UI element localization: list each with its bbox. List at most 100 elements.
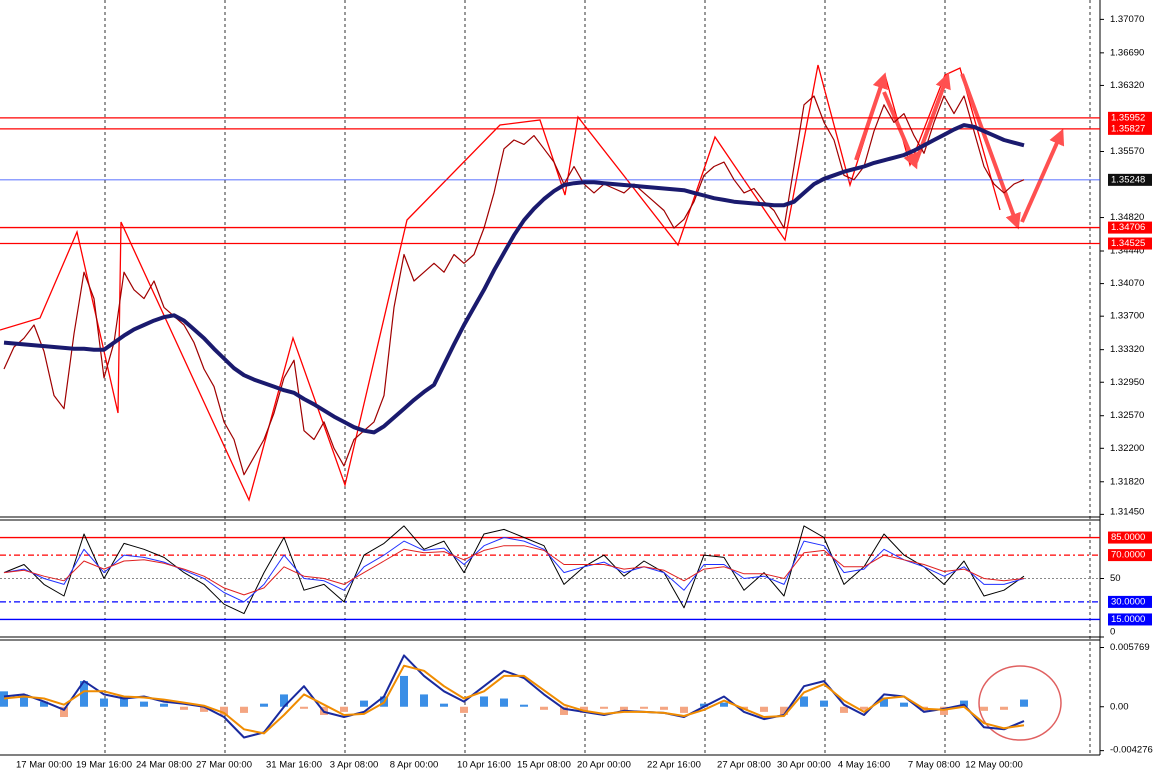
histogram-bar	[220, 706, 228, 715]
histogram-bar	[20, 694, 28, 707]
histogram-bar	[280, 694, 288, 707]
histogram-bar	[800, 696, 808, 707]
level-label-box	[1108, 221, 1152, 234]
x-tick-label: 19 Mar 16:00	[76, 760, 132, 771]
histogram-bar	[900, 702, 908, 707]
histogram-bar	[40, 701, 48, 707]
histogram-bar	[420, 694, 428, 707]
level-label: 1.34706	[1111, 222, 1145, 233]
series-line	[3, 525, 1025, 615]
zigzag	[0, 64, 1001, 502]
level-label: 15.0000	[1111, 614, 1145, 625]
level-label: 70.0000	[1111, 550, 1145, 561]
x-tick-label: 4 May 16:00	[838, 760, 890, 771]
x-tick-label: 7 May 08:00	[908, 760, 960, 771]
histogram-bar	[260, 703, 268, 707]
histogram-bar	[680, 706, 688, 713]
x-tick-label: 22 Apr 16:00	[647, 760, 701, 771]
series-line	[3, 664, 1025, 735]
histogram-bar	[960, 700, 968, 707]
histogram-bar	[860, 706, 868, 710]
histogram-bar	[300, 706, 308, 709]
level-label: 1.35952	[1111, 112, 1145, 123]
histogram-bar	[620, 706, 628, 711]
level-label-box	[1108, 549, 1152, 562]
level-label: 1.35827	[1111, 123, 1145, 134]
histogram-bar	[60, 706, 68, 718]
x-tick-label: 20 Apr 00:00	[577, 760, 631, 771]
level-label-box	[1108, 237, 1152, 250]
level-label: 1.34525	[1111, 238, 1145, 249]
histogram-bar	[640, 706, 648, 709]
level-label-box	[1108, 613, 1152, 626]
y-tick-label: 1.31450	[1110, 507, 1144, 518]
level-label-box	[1108, 173, 1152, 186]
level-label-box	[1108, 531, 1152, 544]
histogram-bar	[1000, 706, 1008, 710]
histogram-bar	[0, 691, 8, 707]
y-tick-label: 1.35570	[1110, 146, 1144, 157]
y-tick-label: 1.32950	[1110, 377, 1144, 388]
histogram-bar	[160, 703, 168, 707]
y-tick-label: 1.32200	[1110, 443, 1144, 454]
histogram-bar	[120, 696, 128, 707]
y-tick-label: 0	[1110, 627, 1115, 638]
histogram-bar	[520, 704, 528, 707]
level-label: 85.0000	[1111, 532, 1145, 543]
histogram-bar	[400, 675, 408, 707]
histogram-bar	[720, 702, 728, 707]
x-tick-label: 27 Apr 08:00	[717, 760, 771, 771]
x-tick-label: 24 Mar 08:00	[136, 760, 192, 771]
histogram-bar	[760, 706, 768, 712]
y-tick-label: 1.34070	[1110, 278, 1144, 289]
histogram-bar	[660, 706, 668, 710]
level-label-box	[1108, 111, 1152, 124]
histogram-bar	[1020, 699, 1028, 707]
histogram-bar	[360, 700, 368, 707]
y-tick-label: 50	[1110, 573, 1121, 584]
histogram-bar	[140, 701, 148, 707]
x-tick-label: 12 May 00:00	[965, 760, 1023, 771]
level-label: 1.35248	[1111, 174, 1145, 185]
histogram-bar	[780, 706, 788, 715]
histogram-bar	[100, 698, 108, 707]
x-tick-label: 10 Apr 16:00	[457, 760, 511, 771]
highlight-circle	[978, 665, 1062, 741]
histogram-bar	[880, 697, 888, 707]
level-label: 30.0000	[1111, 596, 1145, 607]
y-tick-label: -0.004276	[1110, 745, 1153, 756]
histogram-bar	[840, 706, 848, 713]
histogram-bar	[480, 696, 488, 707]
series-line	[3, 123, 1025, 435]
histogram-bar	[940, 706, 948, 715]
y-tick-label: 1.36690	[1110, 47, 1144, 58]
y-tick-label: 1.34820	[1110, 212, 1144, 223]
histogram-bar	[200, 706, 208, 712]
histogram-bar	[820, 700, 828, 707]
histogram-bar	[540, 706, 548, 710]
histogram-bar	[700, 703, 708, 707]
x-tick-label: 31 Mar 16:00	[266, 760, 322, 771]
x-tick-label: 15 Apr 08:00	[517, 760, 571, 771]
y-tick-label: 1.36320	[1110, 80, 1144, 91]
y-tick-label: 0.005769	[1110, 642, 1150, 653]
histogram-bar	[440, 703, 448, 707]
histogram-bar	[560, 706, 568, 715]
x-tick-label: 3 Apr 08:00	[330, 760, 379, 771]
level-label-box	[1108, 595, 1152, 608]
histogram-bar	[80, 681, 88, 707]
series-line	[3, 654, 1025, 739]
series-line	[3, 545, 1025, 596]
y-tick-label: 1.34440	[1110, 246, 1144, 257]
y-tick-label: 1.37070	[1110, 14, 1144, 25]
y-tick-label: 0.00	[1110, 701, 1129, 712]
histogram-bar	[980, 706, 988, 711]
histogram-bar	[340, 706, 348, 712]
y-tick-label: 1.31820	[1110, 476, 1144, 487]
histogram-bar	[240, 706, 248, 713]
x-tick-label: 8 Apr 00:00	[390, 760, 439, 771]
histogram-bar	[460, 706, 468, 713]
x-tick-label: 30 Apr 00:00	[777, 760, 831, 771]
x-tick-label: 27 Mar 00:00	[196, 760, 252, 771]
